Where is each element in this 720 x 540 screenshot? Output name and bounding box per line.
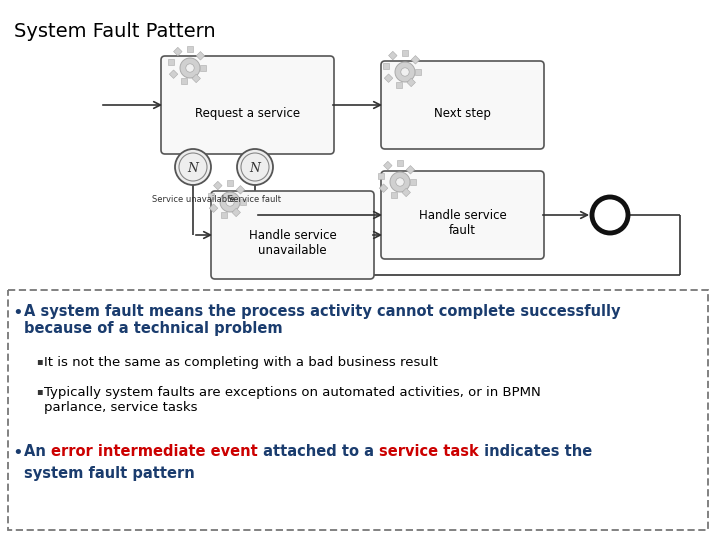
Bar <box>391 192 397 198</box>
Bar <box>397 160 403 166</box>
Circle shape <box>395 62 415 82</box>
FancyBboxPatch shape <box>211 191 374 279</box>
Circle shape <box>175 149 211 185</box>
Text: error intermediate event: error intermediate event <box>51 444 258 459</box>
Bar <box>406 166 415 174</box>
Circle shape <box>401 68 409 76</box>
Bar <box>210 204 218 212</box>
Text: Service fault: Service fault <box>228 195 282 204</box>
Bar <box>378 173 384 179</box>
Text: ▪: ▪ <box>36 356 42 366</box>
Text: attached to a: attached to a <box>258 444 379 459</box>
Text: It is not the same as completing with a bad business result: It is not the same as completing with a … <box>44 356 438 369</box>
Bar <box>389 51 397 60</box>
Circle shape <box>390 172 410 192</box>
Bar <box>396 82 402 88</box>
Bar <box>221 212 227 218</box>
Bar <box>407 78 415 87</box>
Bar <box>192 74 200 83</box>
Text: Request a service: Request a service <box>195 106 300 119</box>
Bar <box>415 69 421 75</box>
Bar <box>379 184 388 192</box>
Text: N: N <box>187 161 199 174</box>
Text: system fault pattern: system fault pattern <box>24 466 194 481</box>
Text: An: An <box>24 444 51 459</box>
Text: Handle service
fault: Handle service fault <box>418 209 506 237</box>
Bar <box>200 65 206 71</box>
Text: Next step: Next step <box>434 106 491 119</box>
Bar <box>384 161 392 170</box>
Bar <box>8 290 708 530</box>
Circle shape <box>186 64 194 72</box>
Bar <box>410 179 416 185</box>
FancyBboxPatch shape <box>381 171 544 259</box>
Circle shape <box>180 58 200 78</box>
Text: ▪: ▪ <box>36 386 42 396</box>
Bar <box>196 51 204 60</box>
Bar <box>236 186 245 194</box>
Bar <box>181 78 187 84</box>
Text: Typically system faults are exceptions on automated activities, or in BPMN
parla: Typically system faults are exceptions o… <box>44 386 541 414</box>
Circle shape <box>592 197 628 233</box>
Bar <box>402 188 410 197</box>
Bar <box>169 70 178 78</box>
Circle shape <box>226 198 234 206</box>
Circle shape <box>220 192 240 212</box>
Bar <box>411 56 420 64</box>
FancyBboxPatch shape <box>381 61 544 149</box>
Circle shape <box>241 153 269 181</box>
Circle shape <box>237 149 273 185</box>
Bar <box>174 48 182 56</box>
Text: Service unavailable: Service unavailable <box>152 195 235 204</box>
Text: Handle service
unavailable: Handle service unavailable <box>248 229 336 257</box>
Bar <box>227 180 233 186</box>
Text: indicates the: indicates the <box>479 444 592 459</box>
Text: N: N <box>250 161 261 174</box>
Bar <box>168 59 174 65</box>
Text: •: • <box>12 304 23 322</box>
Bar <box>187 46 193 52</box>
FancyBboxPatch shape <box>161 56 334 154</box>
Bar <box>208 193 214 199</box>
Circle shape <box>396 178 404 186</box>
Circle shape <box>179 153 207 181</box>
Bar <box>214 181 222 190</box>
Text: System Fault Pattern: System Fault Pattern <box>14 22 215 41</box>
Bar <box>402 50 408 56</box>
Text: •: • <box>12 444 23 462</box>
Text: service task: service task <box>379 444 479 459</box>
Text: A system fault means the process activity cannot complete successfully
because o: A system fault means the process activit… <box>24 304 621 336</box>
Bar <box>232 208 240 217</box>
Bar <box>384 74 393 83</box>
Bar <box>383 63 389 69</box>
Bar <box>240 199 246 205</box>
